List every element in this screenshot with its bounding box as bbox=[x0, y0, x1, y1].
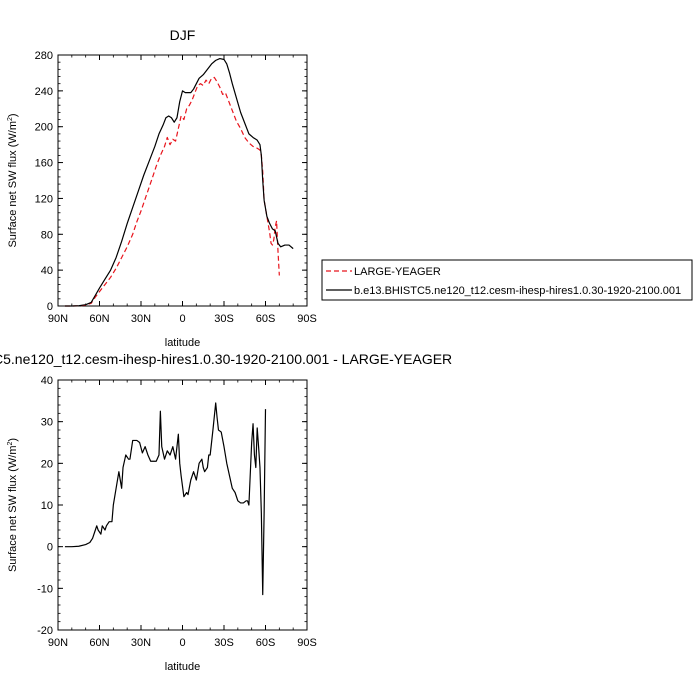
top-y-tick-label: 200 bbox=[35, 122, 53, 134]
legend: LARGE-YEAGER b.e13.BHISTC5.ne120_t12.ces… bbox=[321, 259, 693, 301]
bottom-y-tick-label: 10 bbox=[41, 500, 53, 512]
bottom-chart-title: b.e13.BHISTC5.ne120_t12.cesm-ihesp-hires… bbox=[0, 351, 452, 367]
top-series-line-0 bbox=[64, 76, 280, 307]
top-x-tick-label: 60N bbox=[89, 313, 109, 325]
legend-box bbox=[321, 259, 693, 301]
top-x-tick-label: 60S bbox=[256, 313, 276, 325]
legend-label-cesm: b.e13.BHISTC5.ne120_t12.cesm-ihesp-hires… bbox=[354, 285, 681, 297]
top-y-tick-label: 0 bbox=[47, 301, 53, 313]
top-x-tick-label: 30N bbox=[131, 313, 151, 325]
bottom-plot-frame bbox=[57, 379, 308, 631]
top-x-tick-label: 90S bbox=[297, 313, 317, 325]
top-y-tick-label: 120 bbox=[35, 193, 53, 205]
bottom-x-tick-label: 0 bbox=[179, 637, 185, 649]
top-chart: DJF 90N 60N 30N 0 30S 60S 90S 0 40 80 120 160 200 240… bbox=[7, 27, 317, 349]
bottom-y-tick-label: 40 bbox=[41, 375, 53, 387]
top-y-axis-label: Surface net SW flux (W/m2) bbox=[7, 113, 19, 247]
bottom-x-tick-label: 30N bbox=[131, 637, 151, 649]
bottom-x-tick-label: 60S bbox=[256, 637, 276, 649]
bottom-x-tick-label: 90N bbox=[48, 637, 68, 649]
bottom-x-axis-label: latitude bbox=[165, 661, 200, 673]
top-x-tick-label: 0 bbox=[179, 313, 185, 325]
top-y-tick-label: 160 bbox=[35, 158, 53, 170]
bottom-y-tick-label: 0 bbox=[47, 542, 53, 554]
top-y-tick-label: 240 bbox=[35, 86, 53, 98]
bottom-y-tick-label: 20 bbox=[41, 458, 53, 470]
top-y-tick-label: 280 bbox=[35, 50, 53, 62]
bottom-x-tick-label: 90S bbox=[297, 637, 317, 649]
bottom-y-axis-label: Surface net SW flux (W/m2) bbox=[7, 438, 19, 572]
bottom-chart-series bbox=[64, 402, 267, 596]
bottom-chart: b.e13.BHISTC5.ne120_t12.cesm-ihesp-hires… bbox=[0, 351, 452, 673]
legend-label-large-yeager: LARGE-YEAGER bbox=[354, 266, 441, 278]
top-x-tick-label: 90N bbox=[48, 313, 68, 325]
bottom-y-tick-label: -10 bbox=[37, 583, 53, 595]
bottom-x-tick-label: 60N bbox=[89, 637, 109, 649]
top-x-axis-label: latitude bbox=[165, 337, 200, 349]
top-chart-series bbox=[64, 57, 294, 307]
bottom-y-tick-label: -20 bbox=[37, 625, 53, 637]
bottom-y-tick-label: 30 bbox=[41, 417, 53, 429]
top-chart-title: DJF bbox=[170, 27, 196, 43]
top-x-tick-label: 30S bbox=[214, 313, 234, 325]
top-y-tick-label: 40 bbox=[41, 265, 53, 277]
top-series-line-1 bbox=[64, 57, 294, 307]
top-plot-frame bbox=[57, 54, 308, 307]
bottom-x-tick-label: 30S bbox=[214, 637, 234, 649]
bottom-chart-ticks: 90N 60N 30N 0 30S 60S 90S -20 -10 0 10 20 30 40 bbox=[37, 375, 317, 649]
bottom-series-line-0 bbox=[64, 402, 267, 596]
top-chart-ticks: 90N 60N 30N 0 30S 60S 90S 0 40 80 120 160 200 240 280 bbox=[35, 50, 317, 325]
top-y-tick-label: 80 bbox=[41, 229, 53, 241]
